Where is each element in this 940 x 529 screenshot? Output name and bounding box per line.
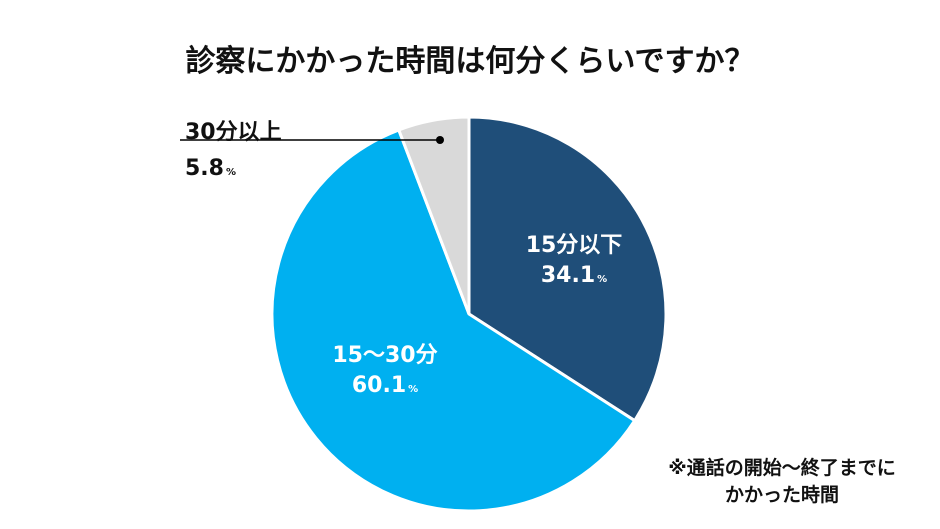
footnote-line-2: かかった時間 [724, 484, 839, 506]
chart-title: 診察にかかった時間は何分くらいですか？ [185, 44, 755, 79]
slice-label-text: 30分以上 [185, 120, 282, 145]
slice-label-text: 15～30分 [332, 343, 438, 368]
footnote-line-1: ※通話の開始～終了までに [668, 457, 896, 479]
slice-value: 5.8 [185, 156, 224, 181]
slice-label-15-30: 15～30分 60.1% [325, 341, 445, 405]
pct-unit: % [225, 167, 237, 178]
footnote: ※通話の開始～終了までに かかった時間 [652, 455, 912, 509]
pie-slice-15-30 [270, 127, 637, 513]
slice-label-15-under: 15分以下 34.1% [519, 231, 629, 295]
slice-value: 60.1 [351, 373, 407, 398]
leader-dot-30-plus [436, 136, 444, 144]
pct-unit: % [408, 384, 419, 395]
pie-slice-30-plus [396, 115, 471, 315]
pct-unit: % [597, 274, 608, 285]
slice-label-text: 15分以下 [525, 233, 623, 258]
slice-label-30-plus: 30分以上 5.8% [185, 118, 325, 188]
slice-value: 34.1 [540, 263, 596, 288]
